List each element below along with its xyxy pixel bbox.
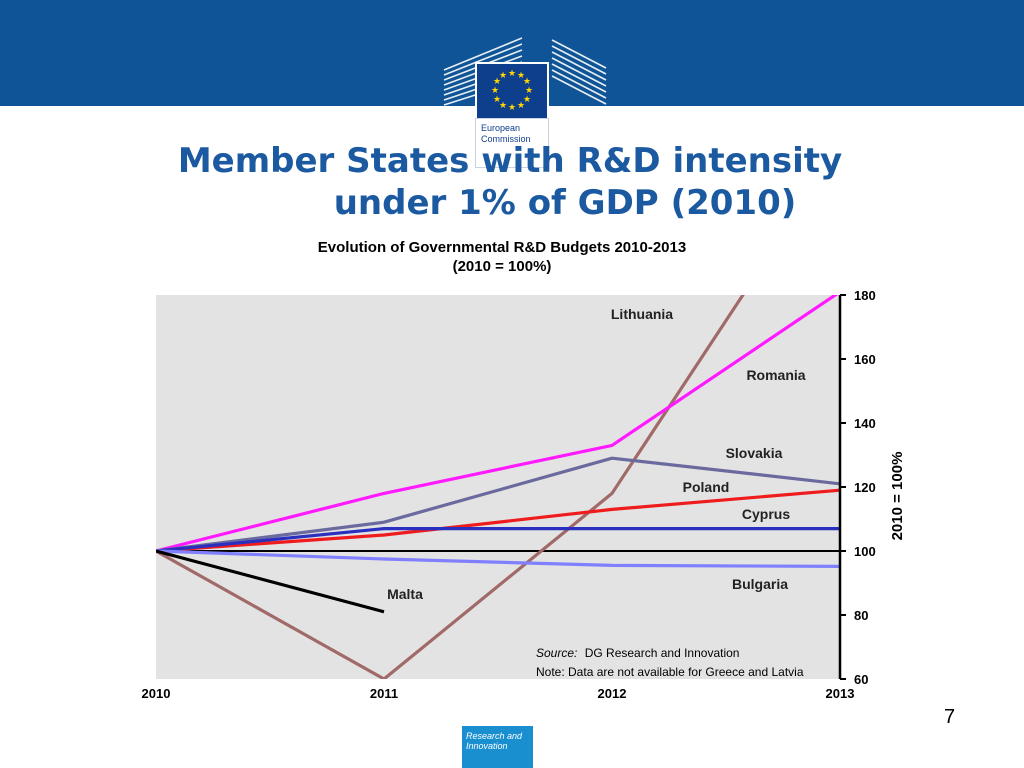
slide-title-line2: under 1% of GDP (2010)	[333, 183, 797, 223]
svg-text:★: ★	[525, 86, 533, 96]
plot-area	[156, 295, 840, 679]
logo-wordmark: European Commission	[475, 118, 549, 168]
slide-title-line1: Member States with R&D intensity	[177, 141, 843, 181]
series-line-poland	[156, 488, 840, 553]
y-tick-label: 160	[854, 352, 876, 367]
source-text: DG Research and Innovation	[585, 646, 740, 660]
chart-subtitle: (2010 = 100%)	[453, 258, 552, 275]
eu-stars-icon: ★ ★★ ★★★ ★★★ ★★★	[491, 69, 533, 113]
series-line-malta	[156, 549, 385, 614]
svg-text:★: ★	[493, 77, 501, 87]
page-number: 7	[944, 706, 956, 728]
y-tick-label: 180	[854, 288, 876, 303]
research-innovation-badge: Research and Innovation	[462, 726, 533, 768]
svg-text:★: ★	[499, 71, 507, 81]
svg-text:★: ★	[523, 77, 531, 87]
x-tick-label: 2013	[826, 686, 855, 701]
svg-text:★: ★	[493, 95, 501, 105]
series-line-cyprus	[156, 526, 840, 553]
svg-text:★: ★	[523, 95, 531, 105]
x-tick-label: 2012	[598, 686, 627, 701]
y-tick-label: 60	[854, 672, 868, 687]
svg-text:★: ★	[491, 86, 499, 96]
series-label-lithuania: Lithuania	[611, 306, 673, 322]
european-commission-logo: ★ ★ ★ ★ ★ ★ ★ ★ ★ ★ ★ ★ European Commission	[440, 28, 608, 168]
svg-text:★: ★	[499, 101, 507, 111]
series-label-slovakia: Slovakia	[726, 445, 783, 461]
data-note: Note: Data are not available for Greece …	[536, 665, 804, 679]
x-tick-label: 2011	[370, 686, 398, 701]
series-line-lithuania	[156, 295, 745, 679]
source-label: Source:	[536, 646, 577, 660]
logo-text-line2: Commission	[481, 134, 531, 144]
footer-line1: Research and	[466, 731, 523, 741]
series-line-romania	[156, 295, 839, 553]
series-line-bulgaria	[156, 549, 840, 569]
x-tick-label: 2010	[142, 686, 171, 701]
y-tick-label: 100	[854, 544, 876, 559]
slide-title: Member States with R&D intensity under 1…	[100, 140, 920, 224]
svg-text:★: ★	[517, 71, 525, 81]
source-line: Source: DG Research and Innovation	[536, 646, 739, 660]
footer-line2: Innovation	[466, 741, 508, 751]
series-label-malta: Malta	[387, 586, 423, 602]
svg-text:★: ★	[508, 69, 516, 79]
y-tick-label: 140	[854, 416, 876, 431]
svg-text:★: ★	[517, 101, 525, 111]
chart-title: Evolution of Governmental R&D Budgets 20…	[318, 239, 686, 256]
series-label-romania: Romania	[746, 367, 805, 383]
svg-text:★: ★	[508, 103, 516, 113]
y-tick-label: 80	[854, 608, 868, 623]
series-label-cyprus: Cyprus	[742, 506, 790, 522]
series-line-slovakia	[156, 456, 840, 553]
y-tick-label: 120	[854, 480, 876, 495]
series-label-poland: Poland	[683, 479, 730, 495]
y-axis-title: 2010 = 100%	[889, 452, 906, 541]
series-label-bulgaria: Bulgaria	[732, 576, 788, 592]
logo-text-line1: European	[481, 123, 521, 133]
